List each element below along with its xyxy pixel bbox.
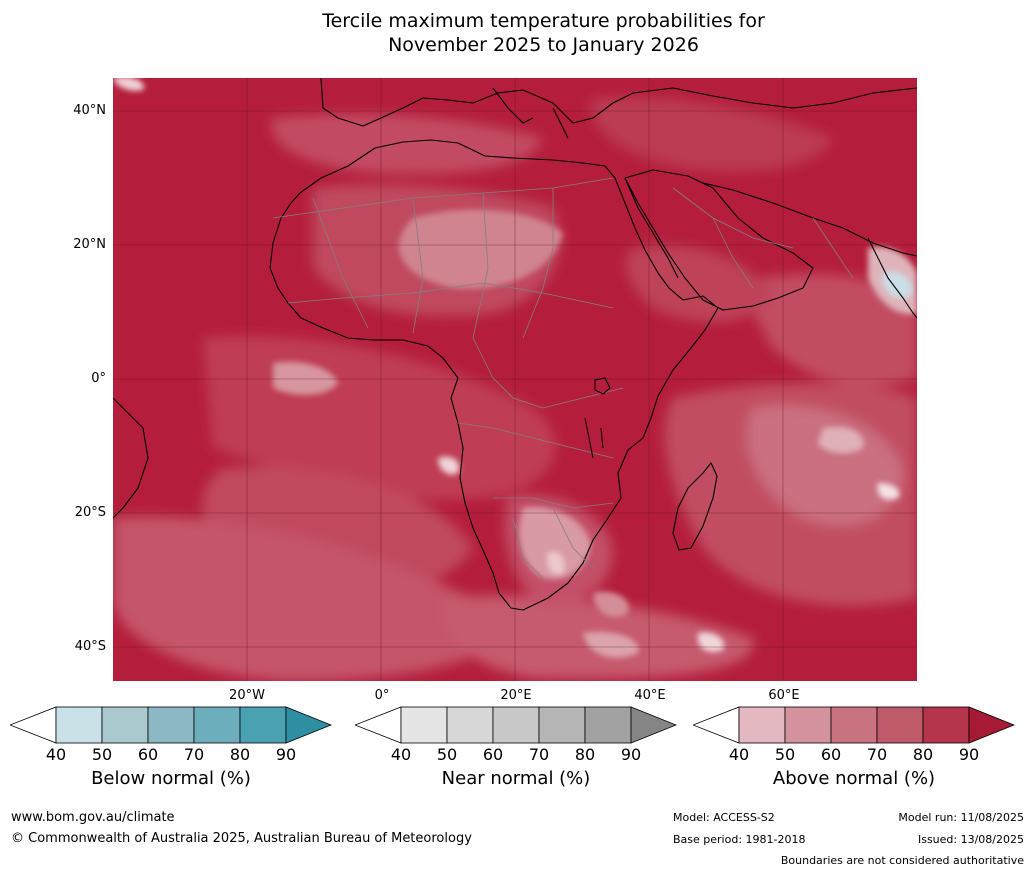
legend-below-tick: 80 (229, 745, 251, 764)
legend-below-normal (10, 706, 332, 744)
lon-label-20e: 20°E (500, 688, 532, 703)
legend-near-segment-5 (584, 706, 632, 744)
legend-below-tick: 50 (91, 745, 113, 764)
title-line-1: Tercile maximum temperature probabilitie… (322, 10, 765, 32)
lon-label-40e: 40°E (634, 688, 666, 703)
lat-label-20n: 20°N (73, 237, 106, 252)
legend-near-segment-6 (630, 706, 677, 744)
disclaimer-text: Boundaries are not considered authoritat… (780, 854, 1024, 867)
legend-above-title: Above normal (%) (772, 768, 936, 789)
europe-coastline (320, 78, 917, 127)
probability-shading-light (113, 78, 917, 658)
lat-label-0: 0° (91, 371, 106, 386)
lat-label-40n: 40°N (73, 103, 106, 118)
legend-near-tick: 90 (620, 745, 642, 764)
legend-above-segment-4 (876, 706, 924, 744)
legend-near-tick: 40 (390, 745, 412, 764)
base-period-text: Base period: 1981-2018 (673, 833, 806, 846)
lon-label-20w: 20°W (229, 688, 265, 703)
legend-below-segment-2 (101, 706, 149, 744)
legend-near-tick: 60 (482, 745, 504, 764)
legend-above-segment-0 (693, 706, 740, 744)
legend-below-tick: 40 (45, 745, 67, 764)
legend-below-segment-0 (10, 706, 57, 744)
legend-below-tick: 70 (183, 745, 205, 764)
legend-above-tick: 60 (820, 745, 842, 764)
legend-near-tick: 50 (436, 745, 458, 764)
map-canvas (113, 78, 917, 681)
legend-near-title: Near normal (%) (441, 768, 591, 789)
legend-above-segment-6 (968, 706, 1015, 744)
arabia-coastline (624, 169, 814, 311)
madagascar-coastline (672, 462, 718, 551)
legend-above-segment-1 (738, 706, 786, 744)
legend-near-tick: 80 (574, 745, 596, 764)
lakes (584, 377, 611, 459)
legend-below-segment-3 (147, 706, 195, 744)
copyright-text: © Commonwealth of Australia 2025, Austra… (11, 831, 472, 846)
legend-above-normal (693, 706, 1015, 744)
lon-label-60e: 60°E (768, 688, 800, 703)
legend-near-segment-4 (538, 706, 586, 744)
probability-map (113, 78, 917, 681)
legend-above-segment-3 (830, 706, 878, 744)
legend-near-segment-3 (492, 706, 540, 744)
website-link[interactable]: www.bom.gov.au/climate (11, 810, 175, 825)
legend-below-segment-1 (55, 706, 103, 744)
legend-near-normal (355, 706, 677, 744)
legend-below-tick: 90 (275, 745, 297, 764)
legend-near-segment-0 (355, 706, 402, 744)
lat-label-40s: 40°S (74, 639, 106, 654)
legend-near-tick: 70 (528, 745, 550, 764)
legend-above-segment-2 (784, 706, 832, 744)
model-text: Model: ACCESS-S2 (673, 811, 775, 824)
india-coastline (867, 237, 917, 319)
legend-above-tick: 70 (866, 745, 888, 764)
legend-near-segment-2 (446, 706, 494, 744)
lon-label-0: 0° (374, 688, 390, 703)
coastlines (113, 78, 917, 611)
lake-victoria (594, 377, 611, 395)
africa-coastline (269, 139, 719, 611)
country-boundaries (272, 177, 854, 579)
legend-below-segment-4 (193, 706, 241, 744)
legend-below-segment-6 (285, 706, 332, 744)
legend-above-segment-5 (922, 706, 970, 744)
lat-label-20s: 20°S (74, 505, 106, 520)
issued-text: Issued: 13/08/2025 (917, 833, 1024, 846)
legend-above-tick: 90 (958, 745, 980, 764)
legend-above-tick: 40 (728, 745, 750, 764)
legend-below-title: Below normal (%) (91, 768, 251, 789)
legend-below-tick: 60 (137, 745, 159, 764)
title-line-2: November 2025 to January 2026 (388, 34, 699, 56)
map-title: Tercile maximum temperature probabilitie… (0, 9, 1035, 57)
legend-above-tick: 80 (912, 745, 934, 764)
legend-near-segment-1 (400, 706, 448, 744)
gridlines (113, 78, 917, 681)
legend-above-tick: 50 (774, 745, 796, 764)
legend-below-segment-5 (239, 706, 287, 744)
model-run-text: Model run: 11/08/2025 (898, 811, 1024, 824)
